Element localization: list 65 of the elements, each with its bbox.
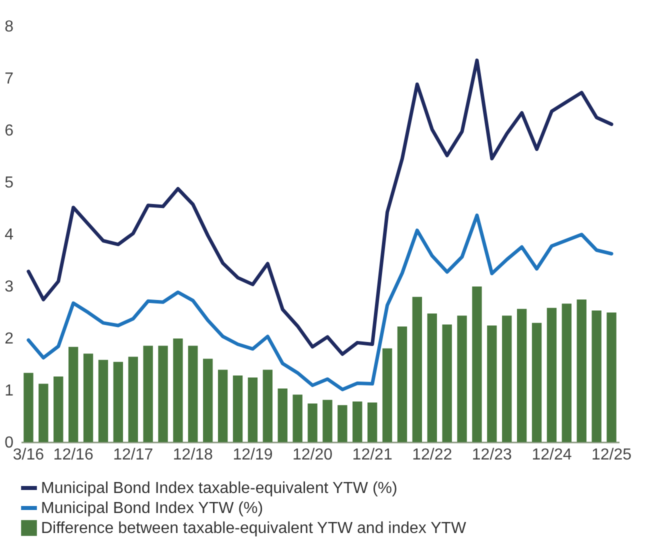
bar bbox=[457, 316, 467, 442]
bar bbox=[412, 296, 422, 442]
y-tick-label: 2 bbox=[4, 330, 14, 348]
y-tick-label: 3 bbox=[4, 278, 14, 296]
bar bbox=[128, 356, 138, 442]
legend-label: Municipal Bond Index YTW (%) bbox=[41, 500, 264, 517]
bar bbox=[188, 346, 198, 442]
bar bbox=[546, 308, 557, 442]
bar bbox=[592, 310, 602, 442]
bar bbox=[98, 360, 108, 442]
bar bbox=[427, 314, 437, 442]
bar bbox=[68, 346, 78, 442]
bar bbox=[606, 312, 616, 442]
y-tick-label: 7 bbox=[4, 70, 14, 88]
bar bbox=[367, 402, 378, 442]
y-tick-label: 5 bbox=[4, 174, 14, 192]
bar bbox=[487, 326, 497, 442]
bar bbox=[442, 324, 452, 442]
bar bbox=[38, 384, 48, 442]
bar bbox=[562, 304, 572, 442]
bar bbox=[516, 308, 527, 442]
x-tick-label: 12/19 bbox=[232, 446, 273, 464]
bar bbox=[173, 338, 183, 442]
bar bbox=[218, 370, 228, 442]
line-series bbox=[26, 58, 614, 356]
x-tick-label: 12/23 bbox=[472, 446, 512, 464]
bar bbox=[308, 404, 318, 442]
bar bbox=[532, 322, 542, 442]
x-tick-label: 3/16 bbox=[12, 446, 44, 464]
x-tick-label: 12/21 bbox=[352, 446, 392, 464]
x-tick-label: 12/20 bbox=[292, 446, 333, 464]
x-tick-label: 12/22 bbox=[412, 446, 452, 464]
bar bbox=[502, 316, 512, 442]
bar bbox=[278, 388, 288, 442]
bar bbox=[54, 376, 64, 442]
x-tick-label: 12/24 bbox=[532, 446, 572, 464]
x-tick-label: 12/16 bbox=[53, 446, 94, 464]
line-series bbox=[26, 214, 614, 392]
x-tick-label: 12/17 bbox=[113, 446, 154, 464]
bar bbox=[203, 358, 213, 442]
y-tick-label: 8 bbox=[4, 18, 14, 36]
bar bbox=[24, 372, 34, 442]
y-tick-label: 6 bbox=[4, 122, 14, 140]
bar bbox=[262, 370, 273, 442]
bar bbox=[143, 346, 153, 442]
y-tick-label: 1 bbox=[4, 382, 14, 400]
y-tick-label: 4 bbox=[4, 226, 14, 244]
legend-label: Municipal Bond Index taxable-equivalent YTW (%) bbox=[41, 480, 398, 497]
x-tick-label: 12/18 bbox=[172, 446, 214, 464]
bar bbox=[382, 348, 392, 442]
y-tick-label: 0 bbox=[4, 434, 14, 452]
bar bbox=[576, 300, 586, 442]
bar bbox=[232, 375, 243, 442]
legend-label: Difference between taxable-equivalent YTW and index YTW bbox=[41, 520, 468, 537]
bar bbox=[352, 401, 362, 442]
bar bbox=[83, 354, 94, 442]
bar bbox=[158, 346, 168, 442]
bar bbox=[472, 286, 482, 442]
bar bbox=[292, 394, 302, 442]
x-tick-label: 12/25 bbox=[592, 446, 632, 464]
bar bbox=[397, 326, 408, 442]
bar bbox=[113, 362, 124, 442]
bar bbox=[322, 400, 332, 442]
bar bbox=[338, 405, 348, 442]
bar bbox=[248, 378, 258, 442]
